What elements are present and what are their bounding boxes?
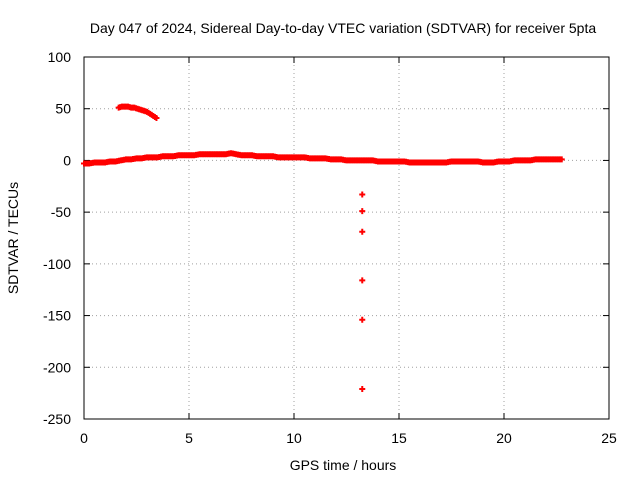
data-point	[359, 208, 366, 215]
y-axis-title: SDTVAR / TECUs	[5, 182, 21, 294]
grid	[84, 57, 609, 419]
y-tick-label: 0	[63, 152, 71, 168]
y-tick-label: -100	[43, 256, 71, 272]
series-1	[115, 103, 160, 122]
data-point	[359, 277, 366, 284]
y-tick-label: 50	[55, 101, 71, 117]
y-tick-label: -50	[51, 204, 71, 220]
y-tick-label: 100	[48, 49, 72, 65]
y-tick-label: -250	[43, 411, 71, 427]
x-tick-label: 25	[601, 430, 617, 446]
data-point	[558, 156, 565, 163]
x-tick-label: 20	[496, 430, 512, 446]
x-tick-label: 10	[286, 430, 302, 446]
data-point	[359, 228, 366, 235]
data-point	[359, 386, 366, 393]
x-tick-label: 0	[80, 430, 88, 446]
x-tick-label: 15	[391, 430, 407, 446]
plot-frame	[83, 56, 610, 420]
series-2	[359, 191, 366, 393]
series-0	[81, 150, 565, 167]
y-tick-label: -200	[43, 359, 71, 375]
data-point	[359, 191, 366, 198]
x-tick-label: 5	[185, 430, 193, 446]
y-tick-label: -150	[43, 308, 71, 324]
data-series	[81, 103, 565, 393]
data-point	[153, 115, 160, 122]
x-axis-title: GPS time / hours	[290, 457, 397, 473]
axis-ticks: 0 5 10 15 20 25 100 50 0 -50 -100 -150 -200 -250	[43, 49, 617, 446]
data-point	[359, 316, 366, 323]
chart-title: Day 047 of 2024, Sidereal Day-to-day VTE…	[90, 20, 597, 36]
